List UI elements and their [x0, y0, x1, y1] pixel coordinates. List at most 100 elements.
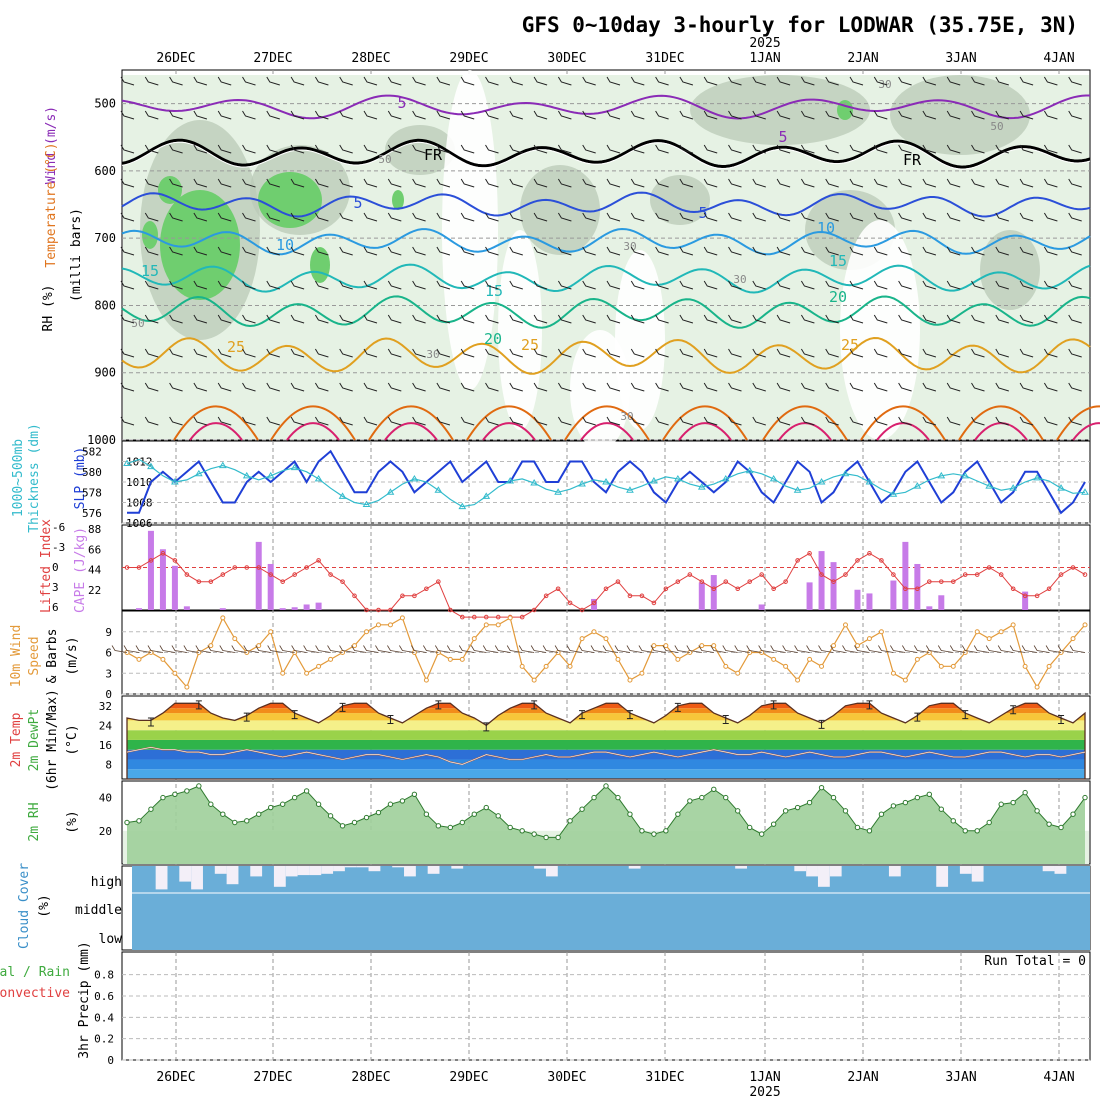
thickness-point: [458, 502, 467, 510]
dry-area: [442, 70, 498, 390]
wind-barb: [266, 348, 280, 358]
wind10-barb: [1033, 645, 1050, 653]
wind-barb: [922, 382, 937, 392]
rh-point: [603, 783, 609, 789]
wind-5-contour: [121, 94, 1090, 120]
cloud-high-bar: [534, 866, 546, 869]
wind-barb: [995, 246, 1009, 256]
cloud-high-bar: [321, 866, 334, 874]
wind-barb: [169, 416, 183, 426]
rh-point: [531, 831, 537, 837]
precip-tick: 0.6: [94, 990, 114, 1003]
wind-barb: [290, 246, 305, 256]
contour-label: 50: [131, 317, 144, 330]
wind10-barb: [315, 645, 331, 653]
wind10-barb: [542, 645, 559, 653]
wind10-barb: [458, 645, 475, 653]
lifted-index-line: [127, 552, 1086, 618]
wind-barb: [825, 280, 839, 290]
cape-bar: [758, 604, 765, 610]
wind-barb: [1019, 246, 1034, 256]
wind-barb: [898, 416, 912, 426]
wind-barb: [266, 144, 280, 154]
wind-barb: [290, 280, 305, 290]
wind-barb: [314, 110, 329, 120]
wind-barb: [606, 314, 621, 324]
day-label-top: 29DEC: [449, 51, 488, 66]
wind10-barb: [111, 645, 128, 653]
cloud-high-bar: [191, 866, 203, 890]
wind-barb: [436, 178, 451, 188]
wind-barb: [242, 76, 256, 86]
wind-barb: [387, 212, 402, 222]
temp-35-contour: [189, 422, 243, 441]
wind-barb: [169, 348, 183, 358]
wind-barb: [485, 76, 499, 86]
wind-barb: [144, 246, 159, 256]
wind-barb: [1068, 382, 1082, 392]
lifted-index-point: [687, 572, 693, 577]
wind10-barb: [913, 645, 930, 653]
cape-tick: 88: [88, 523, 101, 536]
rh-point: [447, 824, 454, 831]
wind-barb: [703, 314, 718, 324]
wind-barb: [533, 76, 548, 86]
rh-point: [591, 794, 597, 801]
pressure-tick: 600: [94, 164, 116, 178]
wind-barb: [946, 212, 961, 222]
wind-barb: [776, 416, 791, 426]
wind-speed-point: [1010, 622, 1016, 628]
wind-barb: [849, 382, 864, 392]
rh-point: [998, 801, 1004, 807]
contour-label: 30: [733, 273, 746, 286]
wind10-barb: [698, 645, 714, 653]
wind10-barb: [782, 645, 798, 653]
temp-band: [127, 769, 1085, 779]
wind-barb: [1019, 382, 1034, 392]
wind-barb: [193, 382, 208, 392]
temp-minmax: [531, 700, 538, 710]
wind-barb: [193, 212, 208, 222]
rh-point: [770, 821, 777, 827]
wind-barb: [582, 110, 596, 120]
wind-barb: [655, 314, 669, 324]
rh-saturated-area: [258, 172, 322, 228]
rh-point: [351, 819, 358, 826]
wind-barb: [995, 314, 1009, 324]
wind-barb: [679, 348, 694, 358]
wind-barb: [679, 76, 694, 86]
wind-speed-point: [519, 663, 525, 669]
wind-barb: [922, 348, 937, 358]
lifted-index-point: [879, 558, 884, 563]
lifted-index-point: [663, 586, 669, 592]
wind-barb: [898, 246, 912, 256]
wind-barb: [460, 382, 475, 392]
ylabel-rh2m-1: 2m RH: [27, 802, 42, 841]
wind-barb: [849, 348, 864, 358]
wind-barb: [412, 314, 426, 324]
wind-barb: [971, 110, 985, 120]
wind10-barb: [183, 645, 199, 653]
cloud-high-bar: [628, 866, 641, 869]
wind-barb: [971, 76, 985, 86]
wind-barb: [339, 382, 353, 392]
wind-barb: [679, 144, 694, 154]
wind-speed-point: [387, 622, 393, 628]
wind-barb: [533, 246, 548, 256]
wind-barb: [630, 110, 645, 120]
temp-line: [126, 702, 1086, 780]
wind10-barb: [1045, 645, 1062, 653]
lifted-index-point: [196, 579, 202, 584]
rh-point: [220, 811, 226, 817]
thickness-point: [386, 488, 395, 495]
wind-speed-point: [304, 670, 310, 676]
thickness-point: [769, 474, 778, 482]
thickness-point: [1033, 473, 1041, 481]
cape-bar: [279, 608, 286, 610]
wind10-barb: [231, 645, 247, 653]
wind10-barb: [650, 645, 666, 653]
wind10-barb: [842, 645, 858, 653]
wind-speed-point: [1046, 663, 1052, 669]
rh-point: [854, 824, 861, 831]
wind-barb: [509, 280, 523, 290]
